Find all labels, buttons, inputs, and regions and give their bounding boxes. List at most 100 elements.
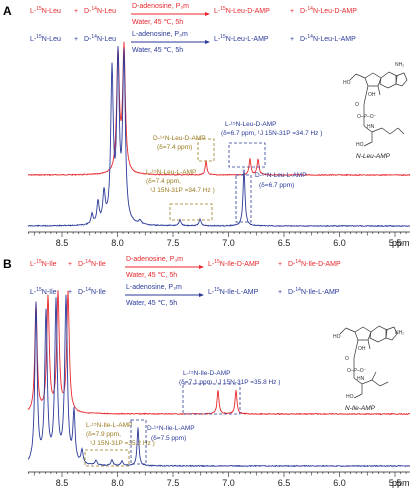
- product-d14: D-14N-Leu-L-AMP: [300, 34, 356, 43]
- product-l15: L-15N-Leu-D-AMP: [214, 6, 270, 15]
- annotation-l15-leu-d-amp: L-¹⁵N-Leu-D-AMP: [225, 121, 276, 128]
- reaction-arrow-head: [205, 12, 210, 16]
- highlight-box: [235, 174, 252, 223]
- reaction-arrow-head: [205, 40, 210, 44]
- panel-b-equation-d: L-15N-Ile + D-14N-Ile D-adenosine, P₃m W…: [30, 256, 183, 279]
- tick-label: 5.5: [389, 478, 402, 488]
- condition-below: Water, 45 ℃, 5h: [132, 47, 183, 54]
- annotation-shift: (δ=7.4 ppm,: [146, 178, 181, 185]
- plus-sign: +: [278, 261, 282, 268]
- nh2-label: NH₂: [395, 330, 404, 336]
- tick-label: 8.0: [111, 478, 124, 488]
- reactant-l15: L-15N-Leu: [30, 6, 61, 15]
- ho-label: HO: [346, 394, 354, 400]
- condition-above: D-adenosine, P₃m: [132, 3, 189, 10]
- highlight-box: [228, 142, 266, 168]
- highlight-box: [182, 383, 241, 415]
- structure-label: N-Leu-AMP: [356, 153, 391, 160]
- tick-label: 6.5: [278, 238, 291, 248]
- o-label: O: [345, 356, 349, 362]
- nh-label: HN: [367, 124, 375, 130]
- oh-label: OH: [368, 92, 376, 98]
- annotation-shift: (δ=7.9 ppm,: [86, 431, 121, 438]
- spectrum-blue-l-adenosine: [27, 294, 411, 468]
- phosphate-label: O–P–O⁻: [357, 114, 377, 120]
- spectrum-red-d-adenosine: [27, 41, 411, 177]
- oh-label: HO: [333, 334, 341, 340]
- reactant-d14: D-14N-Ile: [78, 259, 106, 268]
- annotation-d14-ile-l-amp: D-¹⁴N-Ile-L-AMP: [147, 425, 195, 432]
- annotation-l15-leu-l-amp: L-¹⁵N-Leu-L-AMP: [146, 169, 196, 176]
- panel-a-letter: A: [3, 4, 12, 18]
- plus-sign: +: [74, 36, 78, 43]
- plus-sign: +: [74, 8, 78, 15]
- tick-label: 7.0: [222, 478, 235, 488]
- annotation-l15-ile-l-amp: L-¹⁵N-Ile-L-AMP: [86, 422, 132, 429]
- annotation-d14-leu-d-amp: D-¹⁴N-Leu-D-AMP: [153, 135, 206, 142]
- panel-b-letter: B: [3, 257, 12, 271]
- oh-label: HO: [343, 80, 351, 86]
- axis-unit: ppm: [392, 238, 410, 248]
- spectrum-blue-l-adenosine: [27, 46, 411, 228]
- o-label: O: [355, 102, 359, 108]
- highlight-box: [169, 203, 213, 221]
- plus-sign: +: [290, 8, 294, 15]
- highlight-box: [197, 138, 215, 162]
- annotation-l15-ile-d-amp: L-¹⁵N-Ile-D-AMP: [183, 370, 230, 377]
- highlight-box: [84, 449, 130, 467]
- condition-above: L-adenosine, P₃m: [132, 31, 188, 38]
- product-d14: D-14N-Ile-D-AMP: [288, 259, 341, 268]
- annotation-shift-coupling: (δ=7.1 ppm, ¹J 15N-31P =35.8 Hz ): [179, 379, 280, 386]
- highlight-box: [130, 419, 147, 465]
- annotation-coupling: ¹J 15N-31P =35.2 Hz ): [90, 440, 155, 447]
- tick-label: 8.5: [56, 238, 69, 248]
- panel-a-equation-l: L-15N-Leu + D-14N-Leu L-adenosine, P₃m W…: [30, 31, 188, 54]
- annotation-coupling: ¹J 15N-31P =34.7 Hz ): [150, 187, 215, 194]
- tick-label: 8.5: [56, 478, 69, 488]
- reactant-d14: D-14N-Ile: [78, 287, 106, 296]
- panel-b: B L-15N-Ile + D-14N-Ile D-adenosine, P₃m…: [3, 256, 411, 488]
- oh-label: OH: [358, 346, 366, 352]
- product-l15: L-15N-Ile-L-AMP: [208, 287, 259, 296]
- condition-below: Water, 45 ℃, 5h: [126, 300, 177, 307]
- plus-sign: +: [290, 36, 294, 43]
- tick-label: 7.5: [167, 238, 180, 248]
- plus-sign: +: [68, 289, 72, 296]
- reactant-l15: L-15N-Ile: [30, 259, 57, 268]
- reaction-arrow-head: [199, 293, 204, 297]
- ho-label: HO: [356, 142, 364, 148]
- tick-label: 6.5: [278, 478, 291, 488]
- condition-below: Water, 45 ℃, 5h: [126, 272, 177, 279]
- panel-a-equation-d: L-15N-Leu + D-14N-Leu D-adenosine, P₃m W…: [30, 3, 189, 26]
- nh-label: HN: [357, 376, 365, 382]
- condition-above: D-adenosine, P₃m: [126, 256, 183, 263]
- condition-below: Water, 45 ℃, 5h: [132, 19, 183, 26]
- tick-label: 7.0: [222, 238, 235, 248]
- plus-sign: +: [68, 261, 72, 268]
- reactant-d14: D-14N-Leu: [84, 34, 116, 43]
- tick-label: 6.0: [333, 478, 346, 488]
- structure-label: N-Ile-AMP: [345, 405, 376, 412]
- reactant-l15: L-15N-Leu: [30, 34, 61, 43]
- n-leu-amp-structure: [349, 71, 408, 147]
- product-d14: D-14N-Leu-D-AMP: [300, 6, 357, 15]
- annotation-shift: (δ=7.5 ppm): [151, 435, 186, 442]
- annotation-d14-leu-l-amp: D-¹⁴N-Leu-L-AMP: [255, 172, 307, 179]
- n-ile-amp-structure: [339, 325, 398, 399]
- tick-label: 5.5: [389, 238, 402, 248]
- tick-label: 6.0: [333, 238, 346, 248]
- nh2-label: NH₂: [395, 62, 404, 68]
- annotation-shift-coupling: (δ=6.7 ppm, ¹J 15N-31P =34.7 Hz ): [221, 130, 322, 137]
- reactant-l15: L-15N-Ile: [30, 287, 57, 296]
- reaction-arrow-head: [199, 265, 204, 269]
- panel-b-equation-l: L-15N-Ile + D-14N-Ile L-adenosine, P₃m W…: [30, 284, 182, 307]
- panel-a: A L-15N-Leu + D-14N-Leu D-adenosine, P₃m…: [3, 3, 411, 248]
- plus-sign: +: [278, 289, 282, 296]
- spectrum-red-d-adenosine: [27, 290, 411, 416]
- annotation-shift: (δ=7.4 ppm): [157, 144, 192, 151]
- tick-label: 8.0: [111, 238, 124, 248]
- tick-label: 7.5: [167, 478, 180, 488]
